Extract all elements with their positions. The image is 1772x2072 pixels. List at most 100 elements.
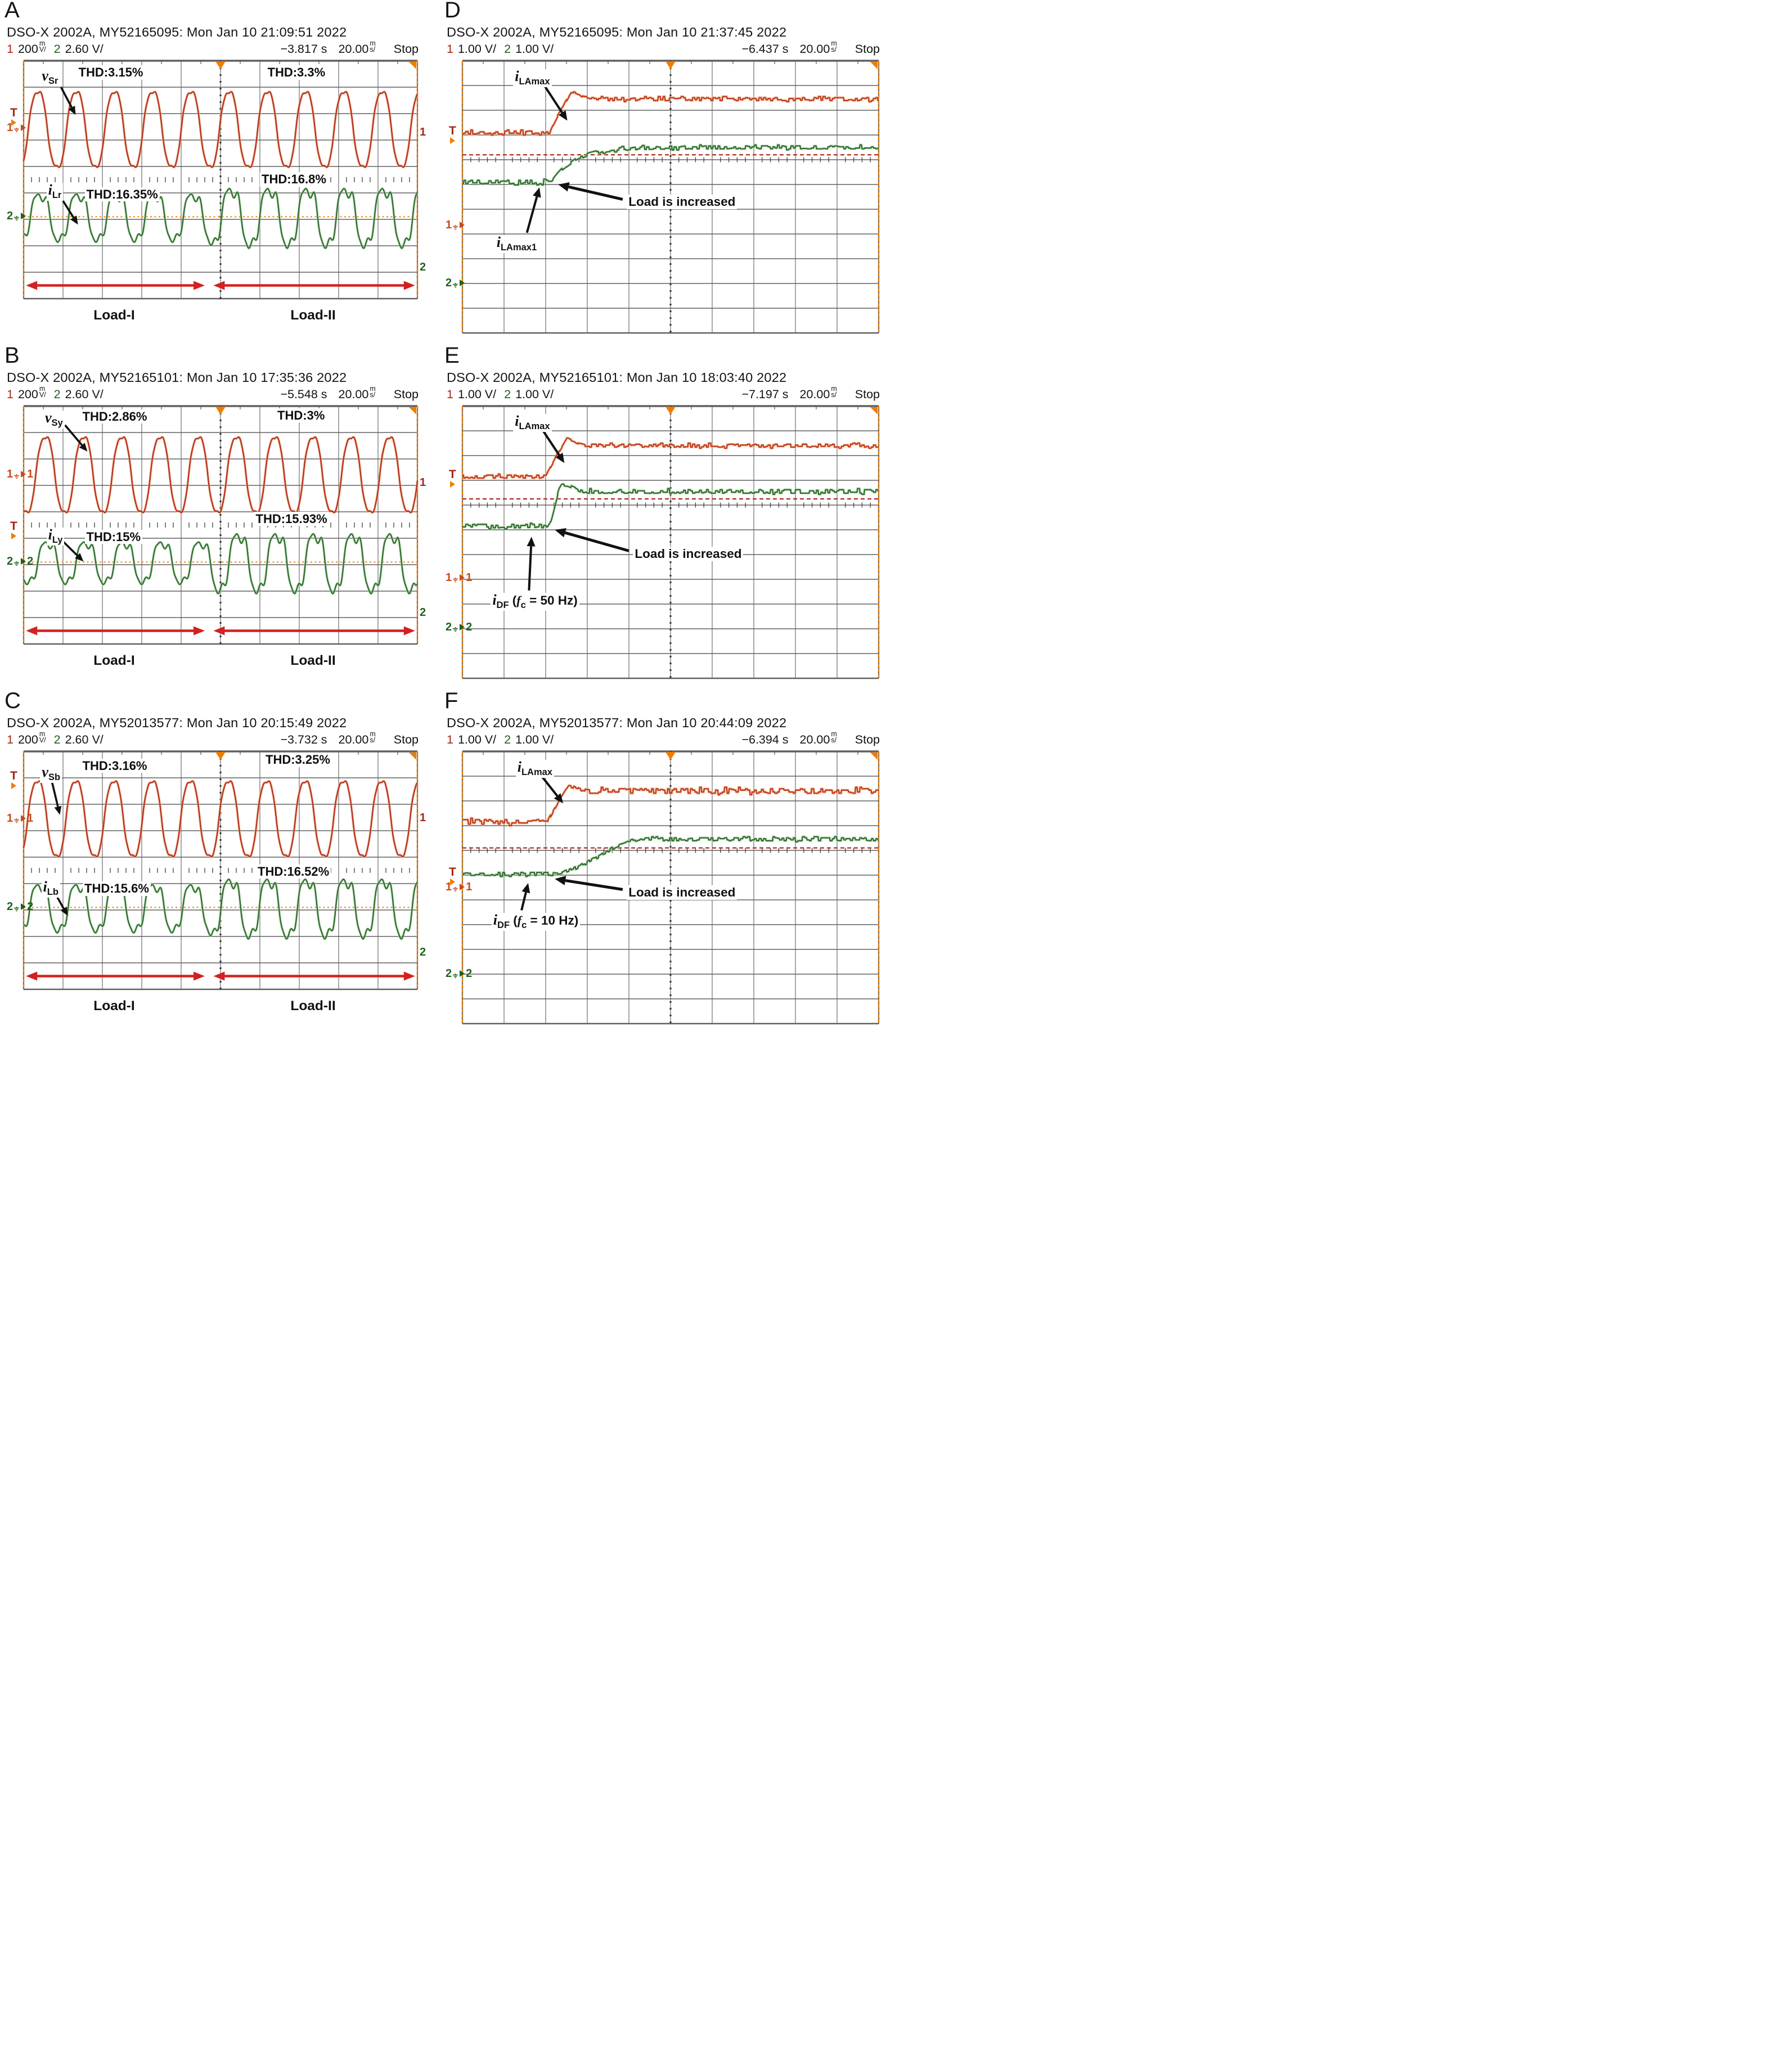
channel1-marker-arrow-icon	[21, 471, 26, 478]
path-element	[14, 818, 20, 823]
thd-voltage-load2: THD:3.3%	[266, 65, 327, 80]
time-scale: 20.00	[338, 42, 369, 56]
ilamax-label-arrow	[539, 774, 559, 797]
trigger-level-marker: T	[449, 125, 456, 144]
load-increased-label-seg: Load is increased	[628, 885, 736, 900]
time-scale: 20.00	[799, 388, 830, 401]
trigger-letter: T	[10, 106, 17, 120]
load2-region-arrow-left-head	[213, 626, 225, 636]
secondary-annotation-label-seg: LAmax1	[500, 242, 537, 253]
thd-voltage-load1: THD:3.16%	[80, 759, 149, 773]
current-label-arrow	[62, 200, 75, 218]
path-element	[453, 887, 458, 892]
current-label-arrow-head	[75, 553, 84, 562]
load-increased-label: Load is increased	[633, 546, 744, 561]
load2-label: Load-II	[290, 653, 336, 668]
ground-icon	[14, 216, 20, 221]
channel1-scale: 1.00 V/	[457, 388, 497, 401]
voltage-waveform-label-seg: v	[42, 67, 48, 84]
current-trace	[23, 533, 419, 594]
channel2-inner-number: 2	[27, 900, 34, 913]
second-label-arrow	[525, 196, 538, 233]
channel2-marker-arrow-icon	[21, 903, 26, 911]
voltage-label-arrow	[64, 424, 83, 446]
trigger-level-marker: T	[449, 866, 456, 885]
channel1-number: 1	[447, 42, 453, 56]
channel1-right-edge-marker: 1	[420, 125, 426, 138]
time-unit-bottom: s/	[370, 390, 376, 399]
ch2-response-trace	[462, 483, 879, 530]
voltage-waveform-label: vSb	[40, 765, 62, 783]
thd-current-load1: THD:15.6%	[83, 881, 151, 896]
ilamax-annotation-label-seg: i	[515, 413, 519, 430]
thd-current-load2: THD:16.52%	[256, 864, 331, 879]
scope-title: DSO-X 2002A, MY52013577: Mon Jan 10 20:1…	[7, 715, 347, 730]
time-offset: −3.817 s	[280, 42, 327, 56]
channel1-scale: 200	[17, 388, 38, 401]
ground-icon	[14, 561, 20, 566]
ilamax-annotation-label-seg: LAmax	[519, 76, 550, 87]
load2-region-arrow-right-head	[403, 626, 415, 636]
trigger-level-marker: T	[10, 770, 17, 789]
load-increased-arrow-head	[558, 182, 570, 192]
channel2-number: 2	[53, 733, 61, 746]
acquisition-mode: Stop	[854, 42, 880, 56]
path-element	[14, 474, 20, 479]
figure-six-oscilloscope-panels: A DSO-X 2002A, MY52165095: Mon Jan 10 21…	[0, 0, 886, 1036]
ilamax-label-arrow	[540, 427, 560, 456]
time-scale: 20.00	[338, 388, 369, 401]
channel1-marker-arrow-icon	[21, 814, 26, 822]
load-increased-arrow	[568, 185, 623, 201]
voltage-waveform-label-seg: v	[42, 764, 48, 781]
ground-icon	[453, 627, 458, 632]
time-unit-bottom: s/	[370, 736, 376, 744]
secondary-annotation-label-seg: i	[492, 592, 497, 609]
secondary-annotation-label-seg: DF	[496, 600, 509, 611]
channel2-ground-marker: 2	[446, 277, 465, 289]
ilamax-label-arrow-head	[558, 110, 568, 121]
channel1-unit-stack: m V/	[39, 40, 46, 52]
voltage-label-arrow-head	[79, 443, 88, 452]
time-unit-stack: m s/	[831, 40, 836, 52]
scope-status-bar: 1 200 m V/ 2 2.60 V/ −3.732 s 20.00 m s/…	[7, 731, 419, 747]
current-waveform-label-seg: i	[48, 526, 52, 543]
current-waveform-label-seg: Ly	[52, 535, 63, 546]
ground-icon	[14, 907, 20, 912]
second-label-arrow	[528, 546, 533, 591]
voltage-label-arrow	[51, 781, 59, 807]
load2-label: Load-II	[290, 998, 336, 1014]
channel2-scale: 2.60 V/	[65, 388, 104, 401]
acquisition-mode: Stop	[854, 388, 880, 401]
channel2-marker-arrow-icon	[460, 623, 465, 630]
trigger-letter: T	[10, 769, 17, 782]
current-waveform-label: iLr	[46, 183, 64, 201]
voltage-label-arrow	[60, 87, 73, 108]
voltage-trace	[23, 436, 419, 514]
ground-icon	[453, 577, 458, 583]
ground-icon	[453, 974, 458, 979]
voltage-waveform-label-seg: Sy	[51, 418, 63, 429]
channel1-marker-arrow-icon	[21, 124, 26, 131]
thd-voltage-load1: THD:3.15%	[77, 65, 145, 80]
voltage-waveform-label-seg: v	[45, 409, 52, 426]
time-unit-bottom: s/	[370, 45, 376, 53]
trigger-letter: T	[449, 865, 456, 879]
current-label-arrow	[62, 540, 78, 557]
secondary-annotation-label-seg: (	[509, 593, 517, 608]
channel1-right-edge-marker: 1	[420, 811, 426, 824]
load1-label: Load-I	[93, 308, 135, 323]
load-increased-arrow	[564, 531, 629, 552]
secondary-annotation-label-seg: c	[521, 920, 527, 930]
voltage-waveform-label: vSy	[43, 411, 65, 429]
corner-marker-icon	[870, 753, 878, 760]
scope-screen: iLAmax iDF (fc = 10 Hz) Load is increased T…	[446, 748, 886, 1029]
channel1-scale: 1.00 V/	[457, 733, 497, 746]
channel2-right-edge-marker: 2	[420, 606, 426, 619]
channel1-scale: 1.00 V/	[457, 42, 497, 56]
channel1-right-edge-marker: 1	[420, 476, 426, 489]
channel1-unit-bottom: V/	[39, 736, 46, 744]
second-label-arrow	[520, 892, 527, 911]
load2-region-arrow-left-head	[213, 971, 225, 981]
